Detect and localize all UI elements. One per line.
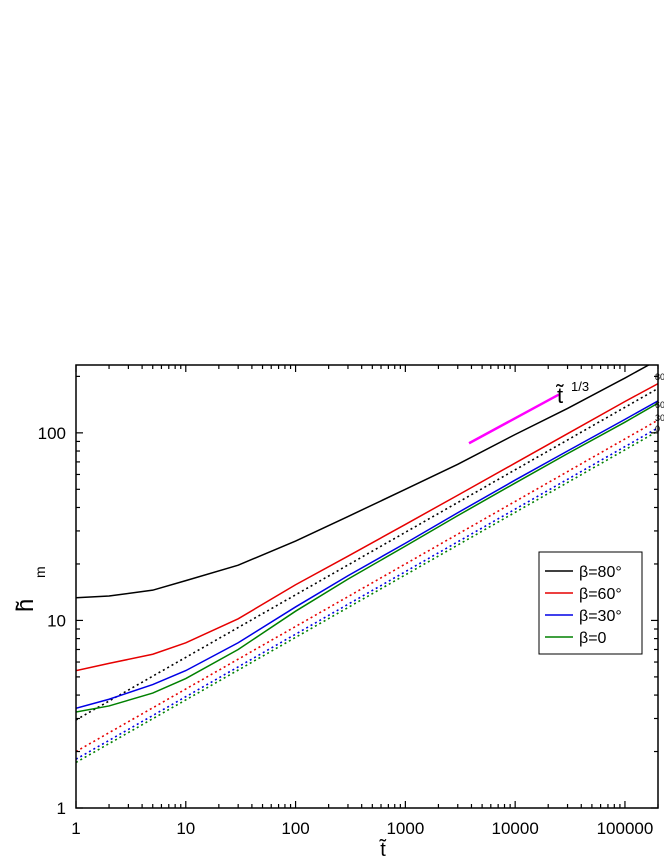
series-end-label-0: 80 xyxy=(655,372,664,382)
series-end-label-2: 30 xyxy=(655,413,664,423)
slope-label: t̃ xyxy=(555,383,564,408)
legend-label-3: β=0 xyxy=(579,630,607,647)
y-axis-title: h̃ xyxy=(12,599,39,612)
legend: β=80° β=60° β=30° β=0 xyxy=(538,551,643,655)
x-tick-label: 1 xyxy=(71,819,80,838)
fit-line-1 xyxy=(76,419,658,753)
y-tick-label: 10 xyxy=(47,611,66,630)
legend-label-2: β=30° xyxy=(579,608,622,625)
fit-line-3 xyxy=(76,430,658,764)
fit-line-2 xyxy=(76,427,658,760)
x-axis-title: t̃ xyxy=(379,838,387,860)
series-end-label-1: 60 xyxy=(655,400,664,410)
legend-label-0: β=80° xyxy=(579,564,622,581)
series-line-0 xyxy=(76,365,651,599)
y-tick-label: 1 xyxy=(57,799,66,818)
x-tick-label: 100000 xyxy=(597,819,654,838)
series-end-label-3: 0 xyxy=(655,424,660,434)
y-tick-label: 100 xyxy=(38,424,66,443)
fit-lines xyxy=(76,387,658,764)
series-line-2 xyxy=(76,400,658,710)
fit-line-0 xyxy=(76,387,658,721)
slope-annotation: t̃ 1/3 xyxy=(468,379,589,445)
axis-ticks xyxy=(75,365,659,809)
series-line-3 xyxy=(76,402,658,713)
x-tick-label: 1000 xyxy=(386,819,424,838)
x-tick-label: 100 xyxy=(281,819,309,838)
y-axis-title-subscript: m xyxy=(32,566,48,578)
plot-frame xyxy=(75,364,659,809)
x-tick-label: 10000 xyxy=(492,819,539,838)
series-line-1 xyxy=(76,382,658,672)
legend-label-1: β=60° xyxy=(579,586,622,603)
data-series xyxy=(76,365,658,713)
slope-label-exponent: 1/3 xyxy=(571,379,589,394)
x-tick-label: 10 xyxy=(176,819,195,838)
slope-line xyxy=(468,393,560,445)
axis-labels: 80 60 300 1 10 100 1000 10000 100000 1 10 100 t̃ h̃ m xyxy=(12,372,664,860)
